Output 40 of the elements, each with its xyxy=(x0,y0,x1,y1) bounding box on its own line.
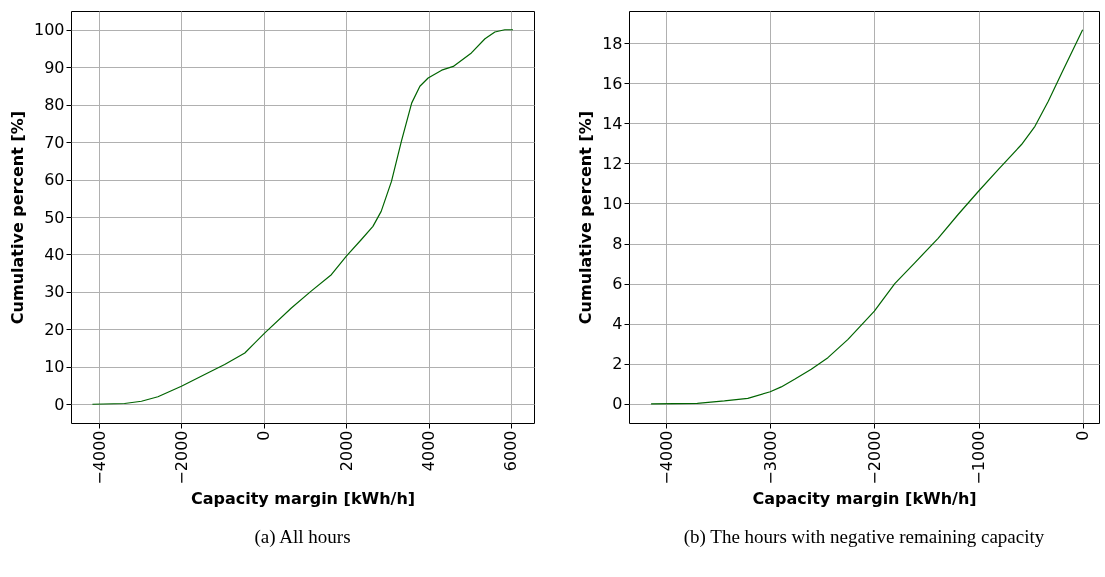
x-tick-label: −1000 xyxy=(969,430,989,485)
y-tick-label: 10 xyxy=(602,193,623,213)
x-tick-label: 6000 xyxy=(501,430,521,472)
x-tick-label: −2000 xyxy=(171,430,191,485)
line-series xyxy=(650,29,1084,405)
x-tick-label: −4000 xyxy=(656,430,676,485)
line-series xyxy=(91,29,514,405)
y-tick-label: 20 xyxy=(44,319,65,339)
x-tick-label: 4000 xyxy=(419,430,439,472)
y-tick-label: 6 xyxy=(612,274,623,294)
y-tick-label: 80 xyxy=(44,95,65,115)
x-tick-label: 0 xyxy=(1073,430,1093,441)
y-tick-label: 40 xyxy=(44,244,65,264)
text: (a) All hours xyxy=(254,526,351,549)
y-tick-label: 100 xyxy=(33,20,65,40)
x-tick-label: −2000 xyxy=(864,430,884,485)
y-axis-title: Cumulative percent [%] xyxy=(576,110,596,325)
y-tick-label: 12 xyxy=(602,153,623,173)
y-tick-label: 4 xyxy=(612,314,623,334)
y-tick-label: 8 xyxy=(612,234,623,254)
y-tick-label: 0 xyxy=(54,394,65,414)
text: (b) The hours with negative remaining capacity xyxy=(683,526,1045,549)
y-tick-label: 30 xyxy=(44,282,65,302)
x-axis-title: Capacity margin [kWh/h] xyxy=(190,488,416,508)
y-tick-label: 14 xyxy=(602,113,623,133)
x-tick-label: −4000 xyxy=(89,430,109,485)
y-tick-label: 0 xyxy=(612,394,623,414)
x-tick-label: 0 xyxy=(254,430,274,441)
y-tick-label: 16 xyxy=(602,73,623,93)
y-axis-title: Cumulative percent [%] xyxy=(7,110,27,325)
y-tick-label: 18 xyxy=(602,33,623,53)
y-tick-label: 90 xyxy=(44,57,65,77)
y-tick-label: 70 xyxy=(44,132,65,152)
y-tick-label: 50 xyxy=(44,207,65,227)
x-axis-title: Capacity margin [kWh/h] xyxy=(752,488,977,508)
x-tick-label: −3000 xyxy=(760,430,780,485)
y-tick-label: 10 xyxy=(44,357,65,377)
y-tick-label: 2 xyxy=(612,354,623,374)
y-tick-label: 60 xyxy=(44,170,65,190)
x-tick-label: 2000 xyxy=(336,430,356,472)
